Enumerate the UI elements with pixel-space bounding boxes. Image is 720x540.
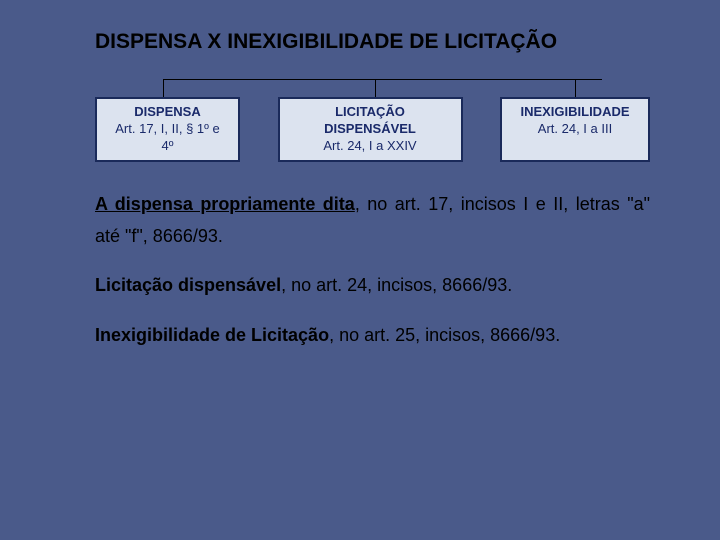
connector-stem	[375, 79, 376, 97]
text-run: , no art. 24, incisos, 8666/93.	[281, 275, 512, 295]
category-box: DISPENSAArt. 17, I, II, § 1º e 4º	[95, 97, 240, 162]
connector-horizontal	[163, 79, 602, 80]
text-run: Inexigibilidade de Licitação	[95, 325, 329, 345]
paragraph: Inexigibilidade de Licitação, no art. 25…	[95, 320, 650, 352]
box-title: DISPENSA	[109, 104, 226, 121]
slide-title: DISPENSA X INEXIGIBILIDADE DE LICITAÇÃO	[95, 30, 650, 54]
box-subtitle: Art. 17, I, II, § 1º e 4º	[109, 121, 226, 155]
paragraph: A dispensa propriamente dita, no art. 17…	[95, 189, 650, 252]
body-text: A dispensa propriamente dita, no art. 17…	[95, 189, 650, 351]
text-run: Licitação dispensável	[95, 275, 281, 295]
box-subtitle: Art. 24, I a XXIV	[292, 138, 449, 155]
text-run: , no art. 25, incisos, 8666/93.	[329, 325, 560, 345]
connector-stem	[575, 79, 576, 97]
category-box: LICITAÇÃO DISPENSÁVELArt. 24, I a XXIV	[278, 97, 463, 162]
box-row: DISPENSAArt. 17, I, II, § 1º e 4º LICITAÇ…	[95, 97, 650, 162]
text-run: A dispensa propriamente dita	[95, 194, 355, 214]
slide: DISPENSA X INEXIGIBILIDADE DE LICITAÇÃO …	[0, 0, 720, 540]
paragraph: Licitação dispensável, no art. 24, incis…	[95, 270, 650, 302]
connector-stem	[163, 79, 164, 97]
box-title: INEXIGIBILIDADE	[514, 104, 636, 121]
box-title: LICITAÇÃO DISPENSÁVEL	[292, 104, 449, 138]
category-box: INEXIGIBILIDADEArt. 24, I a III	[500, 97, 650, 162]
tree-diagram: DISPENSAArt. 17, I, II, § 1º e 4º LICITAÇ…	[95, 79, 650, 159]
box-subtitle: Art. 24, I a III	[514, 121, 636, 138]
